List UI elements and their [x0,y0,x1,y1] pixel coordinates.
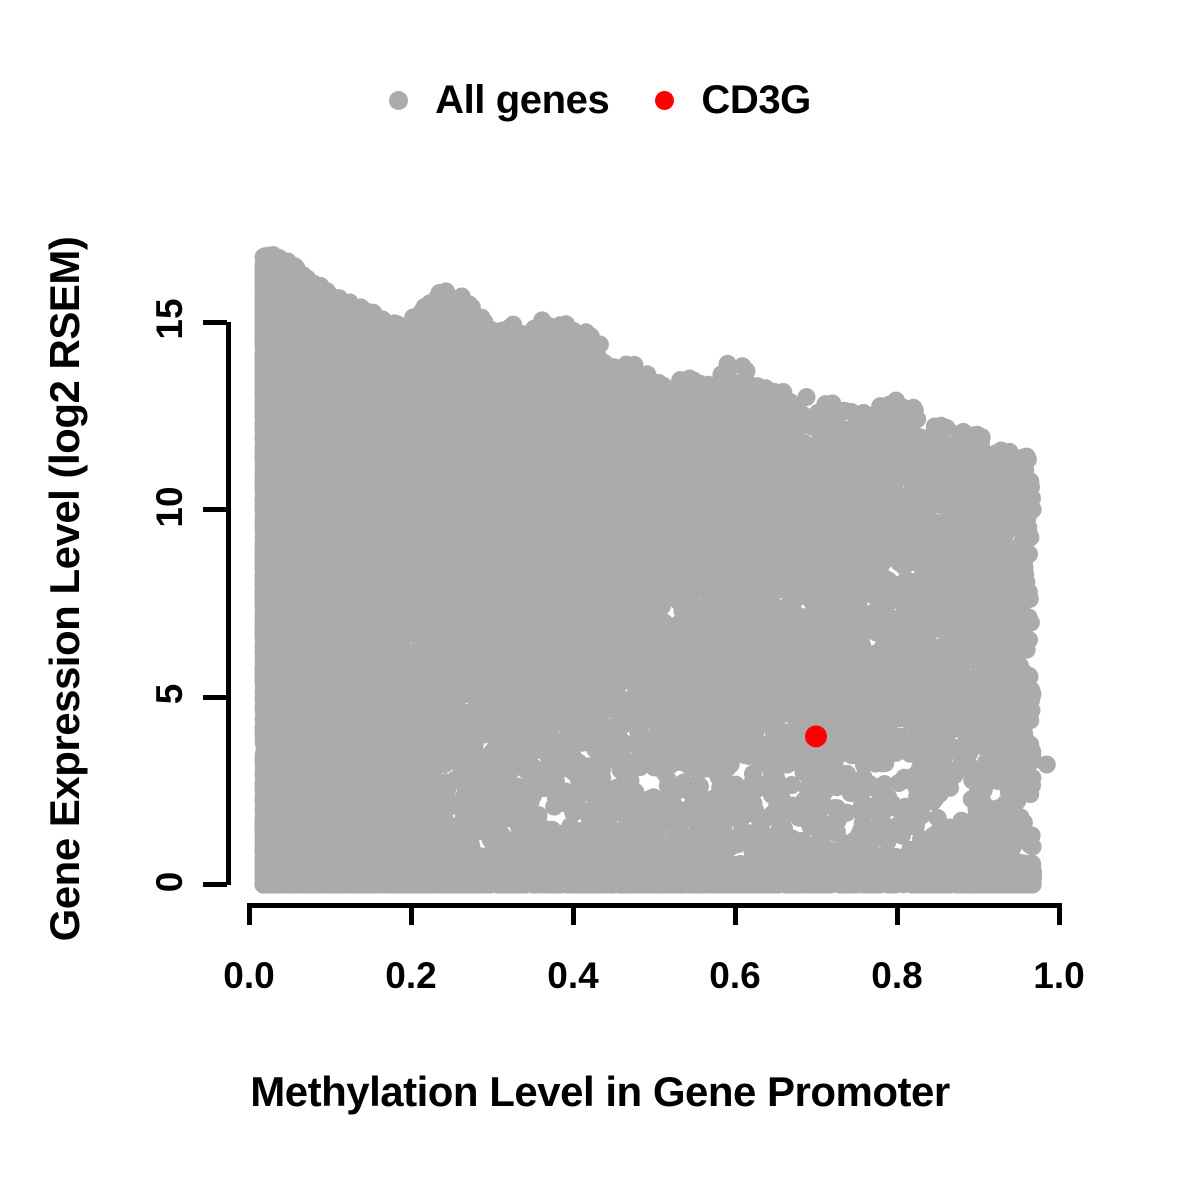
legend-marker-all-genes-icon [389,91,409,110]
legend-entry-cd3g: CD3G [655,78,811,123]
legend-marker-cd3g-icon [655,91,675,110]
legend-label-cd3g: CD3G [701,78,811,123]
chart-legend: All genes CD3G [0,78,1200,123]
legend-label-all-genes: All genes [435,78,610,123]
legend-entry-all-genes: All genes [389,78,610,123]
